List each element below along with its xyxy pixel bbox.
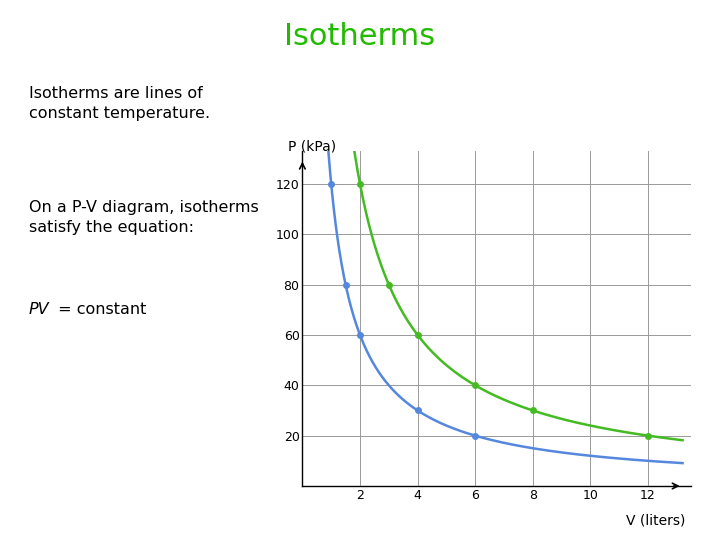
Text: V (liters): V (liters): [626, 514, 685, 528]
Text: = constant: = constant: [53, 302, 146, 318]
Text: Isotherms are lines of
constant temperature.: Isotherms are lines of constant temperat…: [29, 86, 210, 121]
Text: PV: PV: [29, 302, 50, 318]
Text: On a P-V diagram, isotherms
satisfy the equation:: On a P-V diagram, isotherms satisfy the …: [29, 200, 258, 234]
Text: P (kPa): P (kPa): [288, 140, 336, 154]
Text: Isotherms: Isotherms: [284, 22, 436, 51]
